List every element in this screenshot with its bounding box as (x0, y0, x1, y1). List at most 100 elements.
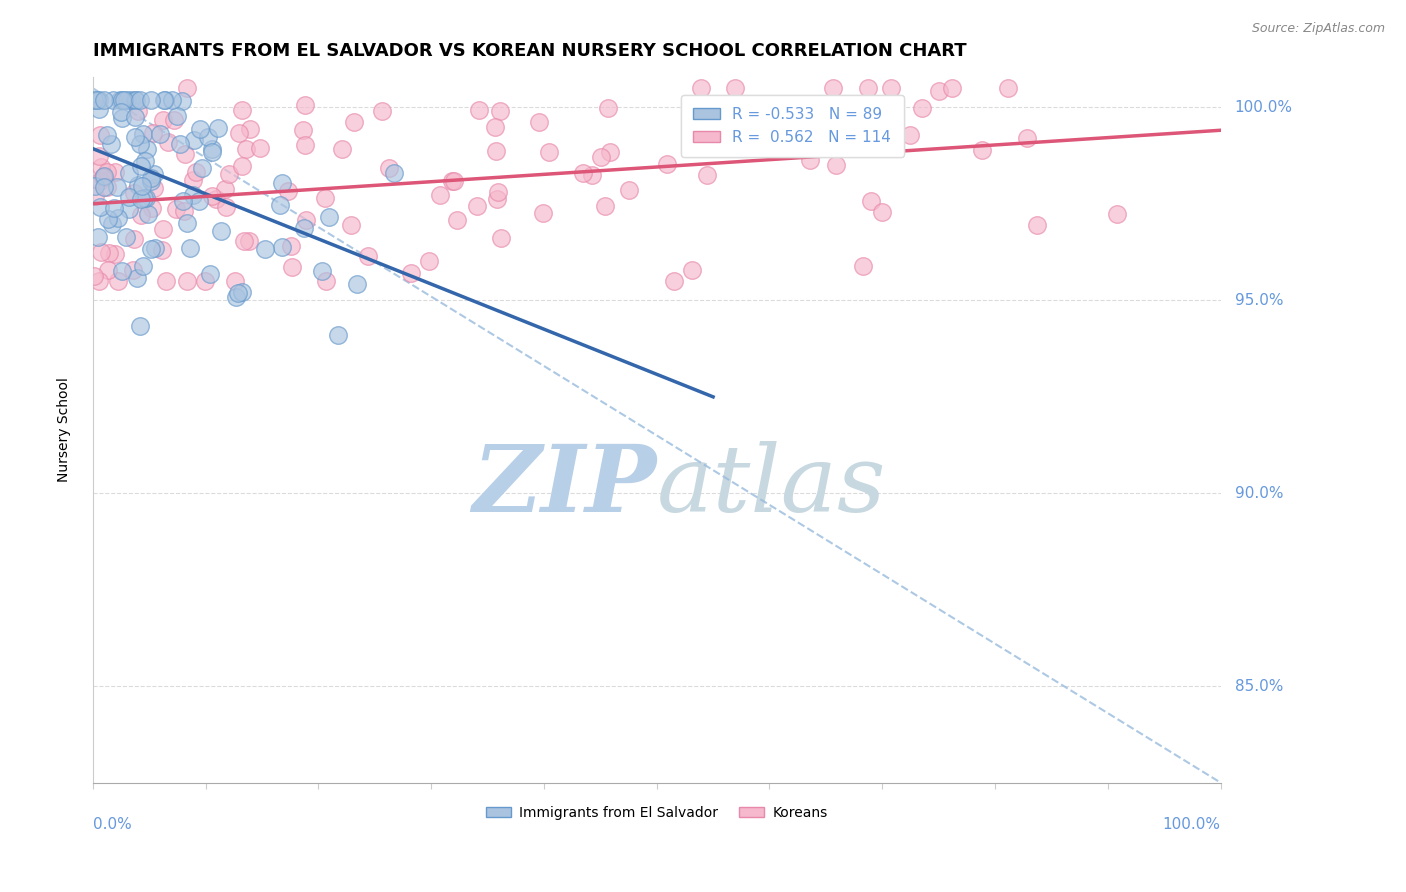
Point (124, 93, 146, 107)
Y-axis label: Nursery School: Nursery School (58, 377, 72, 482)
Point (204, 192, 226, 206)
Point (872, 204, 894, 219)
Point (197, 130, 219, 145)
Point (87, 230, 110, 244)
Point (87, 274, 110, 288)
Point (152, 93, 174, 107)
Point (87, 149, 110, 163)
Point (269, 198, 291, 212)
Point (581, 169, 603, 183)
Point (696, 168, 718, 182)
Text: 100.0%: 100.0% (1163, 817, 1220, 832)
Point (295, 212, 318, 227)
Point (970, 143, 993, 157)
Point (271, 240, 294, 254)
Point (443, 174, 465, 188)
Point (90, 160, 112, 174)
Point (115, 230, 138, 244)
Point (318, 211, 340, 225)
Point (1107, 206, 1129, 220)
Point (132, 191, 155, 205)
Point (89, 200, 111, 214)
Point (145, 241, 167, 255)
Point (690, 81, 713, 95)
Point (131, 160, 153, 174)
Point (465, 199, 488, 213)
Point (249, 141, 271, 155)
Point (152, 222, 174, 236)
Point (617, 183, 640, 197)
Point (328, 327, 350, 342)
Point (122, 186, 145, 200)
Point (446, 213, 468, 227)
Point (122, 232, 145, 246)
Point (127, 178, 149, 192)
Point (280, 260, 302, 275)
Point (122, 263, 145, 277)
Point (440, 174, 463, 188)
Text: Source: ZipAtlas.com: Source: ZipAtlas.com (1251, 22, 1385, 36)
Point (346, 277, 368, 291)
Point (111, 264, 134, 278)
Point (188, 194, 211, 208)
Point (155, 274, 177, 288)
Point (898, 128, 921, 142)
Point (538, 145, 561, 159)
Point (173, 204, 195, 219)
Point (100, 136, 122, 151)
Point (111, 112, 134, 126)
Point (100, 217, 122, 231)
Point (96, 180, 118, 194)
Point (143, 181, 166, 195)
Point (997, 81, 1019, 95)
Point (188, 122, 211, 136)
Point (489, 231, 512, 245)
Point (378, 161, 401, 175)
Point (135, 191, 157, 205)
Text: IMMIGRANTS FROM EL SALVADOR VS KOREAN NURSERY SCHOOL CORRELATION CHART: IMMIGRANTS FROM EL SALVADOR VS KOREAN NU… (93, 42, 966, 60)
Point (314, 191, 336, 205)
Point (134, 154, 156, 169)
Point (201, 189, 224, 203)
Point (231, 285, 253, 300)
Point (153, 93, 176, 107)
Point (131, 127, 153, 141)
Point (343, 115, 366, 129)
Point (90, 244, 112, 259)
Point (486, 185, 509, 199)
Point (292, 221, 315, 235)
Point (231, 103, 253, 117)
Point (87, 93, 110, 107)
Point (851, 259, 873, 273)
Point (655, 157, 678, 171)
Point (254, 242, 277, 256)
Point (89, 174, 111, 188)
Point (485, 144, 508, 158)
Text: 0.0%: 0.0% (93, 817, 131, 832)
Point (330, 142, 353, 156)
Point (531, 206, 554, 220)
Point (571, 166, 593, 180)
Point (142, 126, 165, 140)
Point (176, 274, 198, 288)
Point (172, 194, 194, 208)
Point (152, 112, 174, 127)
Point (172, 94, 194, 108)
Point (115, 93, 138, 107)
Point (292, 122, 315, 136)
Point (382, 166, 405, 180)
Point (232, 234, 254, 248)
Text: 90.0%: 90.0% (1234, 486, 1284, 500)
Point (429, 188, 451, 202)
Point (724, 81, 747, 95)
Point (129, 208, 152, 222)
Point (941, 81, 963, 95)
Point (681, 263, 703, 277)
Text: 85.0%: 85.0% (1234, 679, 1282, 694)
Point (166, 109, 188, 123)
Point (107, 274, 129, 288)
Point (124, 129, 146, 144)
Text: 100.0%: 100.0% (1234, 100, 1292, 115)
Text: atlas: atlas (657, 442, 886, 531)
Point (880, 81, 903, 95)
